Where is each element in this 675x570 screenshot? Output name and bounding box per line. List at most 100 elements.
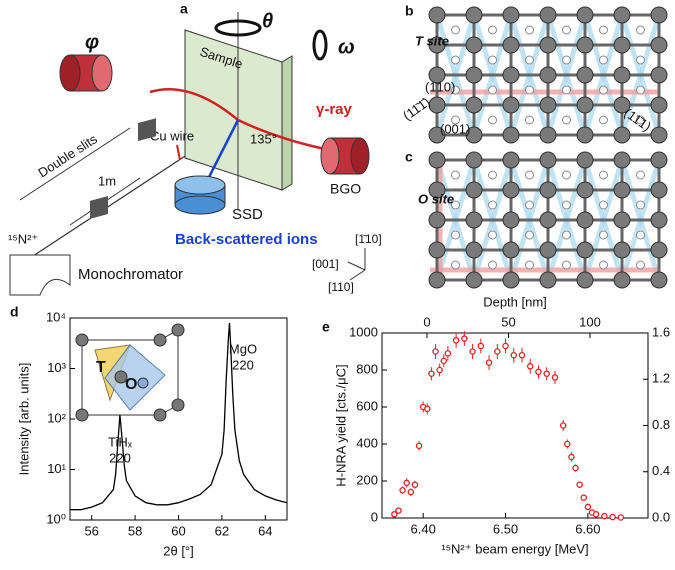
h-site [562, 55, 571, 65]
atom [576, 66, 594, 84]
panel-c: c [405, 149, 668, 289]
h-site [525, 260, 534, 270]
h-site [488, 230, 497, 240]
axis-label: [110] [328, 280, 354, 294]
omega: ω [338, 36, 355, 58]
y-tick-label: 200 [356, 472, 378, 487]
data-point [436, 366, 443, 374]
bgo-face [350, 137, 370, 175]
atom [539, 36, 557, 54]
inset [75, 323, 185, 422]
atom [502, 66, 520, 84]
atom [539, 151, 557, 169]
atom [502, 96, 520, 114]
data-point [617, 514, 625, 521]
atom [428, 271, 446, 289]
atom [576, 181, 594, 199]
atom [428, 241, 446, 259]
plane-label: (11̄1̄) [400, 94, 433, 123]
h-site [488, 260, 497, 270]
h-site [562, 85, 571, 95]
h-site [636, 85, 645, 95]
inset-label: T [96, 359, 106, 376]
data-point [601, 512, 608, 520]
data-point [559, 422, 567, 429]
beam-label: ¹⁵N²⁺ [8, 231, 38, 246]
panel-label: c [405, 149, 413, 165]
atom [502, 271, 520, 289]
h-site [599, 170, 608, 180]
h-site [636, 170, 645, 180]
data-point [477, 342, 485, 350]
h-site [562, 115, 571, 125]
h-site [562, 25, 571, 35]
atom [465, 6, 483, 24]
h-site [562, 260, 571, 270]
inset-label: O [125, 376, 137, 393]
plot-frame [381, 332, 649, 519]
atom [539, 181, 557, 199]
atom [576, 6, 594, 24]
data-point [411, 481, 419, 488]
atom [650, 241, 668, 259]
gamma-path [237, 118, 331, 152]
h-site [525, 55, 534, 65]
atom [650, 211, 668, 229]
atom [613, 271, 631, 289]
x-tick-label: 56 [84, 523, 98, 538]
atom [153, 333, 167, 347]
data-point [461, 335, 468, 342]
data-point [609, 513, 616, 521]
atom [75, 408, 89, 422]
x2-axis-title: Depth [nm] [483, 294, 547, 309]
omega-arrow [312, 29, 328, 61]
cu-wire [176, 144, 181, 161]
lattice-labels: T site(1̄10)(11̄1̄)(001) (11̄1)O site [400, 33, 654, 206]
data-point [444, 350, 452, 357]
atom [428, 126, 446, 144]
atom [428, 211, 446, 229]
h-site [451, 170, 460, 180]
dimension-line [19, 127, 131, 201]
atom [465, 181, 483, 199]
atom [539, 96, 557, 114]
atom [153, 408, 167, 422]
atom [613, 126, 631, 144]
data-point [452, 337, 460, 344]
axis-label: [1̄10] [355, 232, 382, 246]
atom [465, 66, 483, 84]
data-point [399, 486, 406, 494]
h-site [488, 85, 497, 95]
detector-face [59, 54, 81, 92]
atom [465, 36, 483, 54]
h-site [451, 55, 460, 65]
atom [613, 151, 631, 169]
data-point [568, 453, 575, 461]
y-tick-label: 400 [356, 435, 378, 450]
y-tick-label: 10¹ [47, 461, 66, 476]
x-tick-label: 6.60 [575, 521, 600, 536]
data-point [551, 374, 559, 381]
h-site [636, 115, 645, 125]
data-point [403, 479, 410, 487]
atom [502, 241, 520, 259]
atom [650, 181, 668, 199]
panel-label: b [405, 3, 414, 19]
octahedron [104, 344, 166, 411]
atom [502, 6, 520, 24]
h-site [599, 115, 608, 125]
panel-a: a θ Sample ω φ γ-ray BGO 135° SSD Cu wir… [8, 1, 382, 296]
atom [539, 211, 557, 229]
h-site [451, 25, 460, 35]
atom [650, 66, 668, 84]
atom [465, 211, 483, 229]
h-site [599, 25, 608, 35]
plane-label: (001) [440, 121, 470, 136]
x-axis-title: 2θ [°] [163, 543, 194, 558]
data-point [580, 494, 588, 501]
site-label: O site [418, 191, 454, 206]
y-axis-title: H-NRA yield [cts./μC] [333, 364, 348, 486]
ssd-face [174, 175, 226, 195]
wire-label: Cu wire [150, 128, 194, 143]
